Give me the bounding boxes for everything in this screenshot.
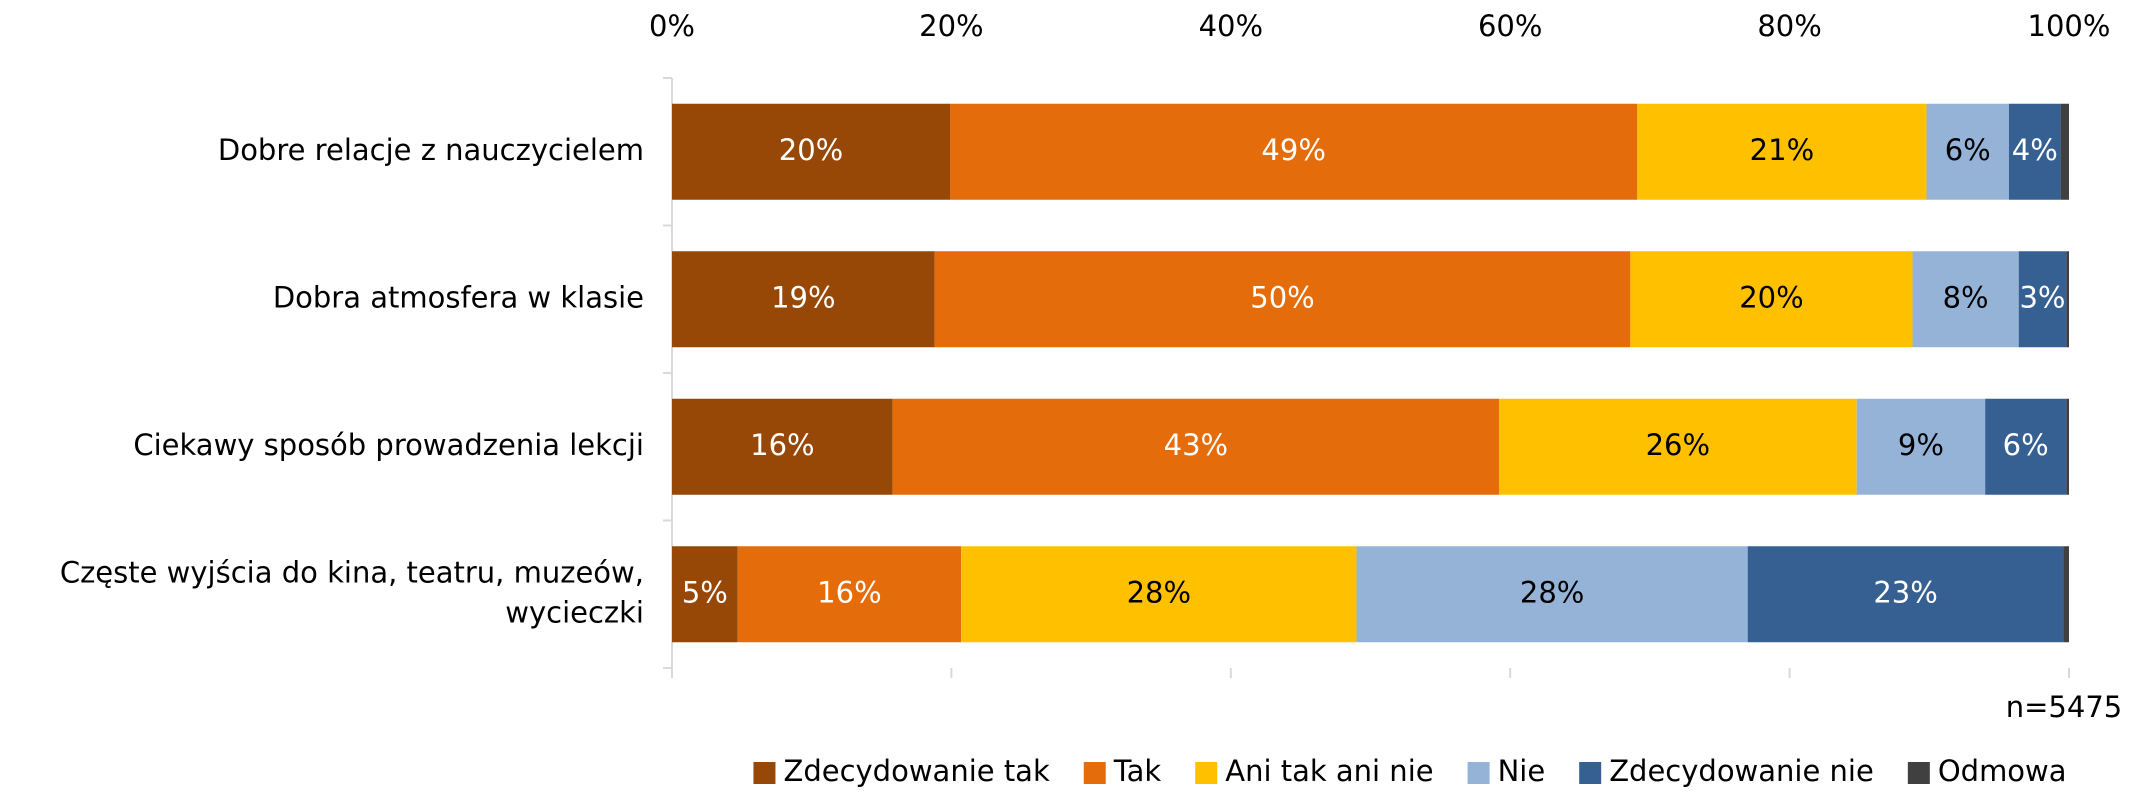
data-label: 4% xyxy=(2012,133,2058,167)
category-label: Częste wyjścia do kina, teatru, muzeów, w… xyxy=(60,555,644,629)
data-label: 28% xyxy=(1520,575,1584,609)
data-label: 6% xyxy=(2003,428,2049,462)
bar-segment xyxy=(672,398,893,495)
data-label: 5% xyxy=(682,575,728,609)
bar-segment xyxy=(1856,398,1986,495)
data-label: 16% xyxy=(817,575,881,609)
bar-segment xyxy=(1747,546,2064,643)
legend-swatch xyxy=(1467,762,1490,784)
legend-label: Zdecydowanie tak xyxy=(783,754,1050,788)
x-tick-label: 100% xyxy=(2028,9,2111,43)
bar-segment xyxy=(950,103,1638,200)
bar-segment xyxy=(2018,251,2067,348)
bar-segment xyxy=(1985,398,2067,495)
bar-segment xyxy=(672,251,935,348)
category-label: Dobra atmosfera w klasie xyxy=(273,280,644,314)
x-tick-label: 0% xyxy=(649,9,695,43)
annotation: n=5475 xyxy=(2006,690,2122,724)
bar-segment xyxy=(1630,251,1913,348)
data-label: 23% xyxy=(1873,575,1937,609)
legend-label: Nie xyxy=(1498,754,1546,788)
data-label: 26% xyxy=(1646,428,1710,462)
data-label: 3% xyxy=(2019,280,2065,314)
bar-segment xyxy=(934,251,1631,348)
legend-label: Zdecydowanie nie xyxy=(1609,754,1874,788)
data-label: 8% xyxy=(1943,280,1989,314)
bar-segment xyxy=(961,546,1357,643)
x-tick-label: 60% xyxy=(1478,9,1542,43)
data-label: 49% xyxy=(1261,133,1325,167)
data-label: 19% xyxy=(771,280,835,314)
legend-swatch xyxy=(1083,762,1106,784)
bar-segment xyxy=(1912,251,2019,348)
category-label: Dobre relacje z nauczycielem xyxy=(218,133,644,167)
bar-segment xyxy=(672,546,738,643)
data-label: 28% xyxy=(1127,575,1191,609)
legend-swatch xyxy=(753,762,776,784)
x-tick-label: 80% xyxy=(1757,9,1821,43)
data-label: 6% xyxy=(1945,133,1991,167)
data-label: 16% xyxy=(750,428,814,462)
bar-segment xyxy=(1926,103,2009,200)
legend-swatch xyxy=(1579,762,1602,784)
bar-segment xyxy=(1356,546,1748,643)
bar-segment xyxy=(2060,103,2069,200)
data-label: 20% xyxy=(779,133,843,167)
legend-label: Ani tak ani nie xyxy=(1225,754,1433,788)
bar-segment xyxy=(2066,251,2069,348)
x-tick-label: 20% xyxy=(919,9,983,43)
data-label: 50% xyxy=(1250,280,1314,314)
bar-segment xyxy=(2063,546,2069,643)
legend: Zdecydowanie tak Tak Ani tak ani nie Nie Zde… xyxy=(753,754,2067,788)
bar-segment xyxy=(2008,103,2061,200)
legend-swatch xyxy=(1907,762,1930,784)
data-label: 20% xyxy=(1739,280,1803,314)
category-label: Ciekawy sposób prowadzenia lekcji xyxy=(133,428,644,462)
data-label: 9% xyxy=(1898,428,1944,462)
data-label: 21% xyxy=(1750,133,1814,167)
legend-label: Odmowa xyxy=(1938,754,2067,788)
bar-segment xyxy=(737,546,962,643)
bar-segment xyxy=(672,103,951,200)
x-tick-label: 40% xyxy=(1199,9,1263,43)
data-label: 43% xyxy=(1164,428,1228,462)
bar-segment xyxy=(892,398,1500,495)
legend-swatch xyxy=(1195,762,1218,784)
bar-segment xyxy=(2066,398,2069,495)
bar-segment xyxy=(1499,398,1857,495)
legend-label: Tak xyxy=(1113,754,1162,788)
bar-segment xyxy=(1637,103,1927,200)
